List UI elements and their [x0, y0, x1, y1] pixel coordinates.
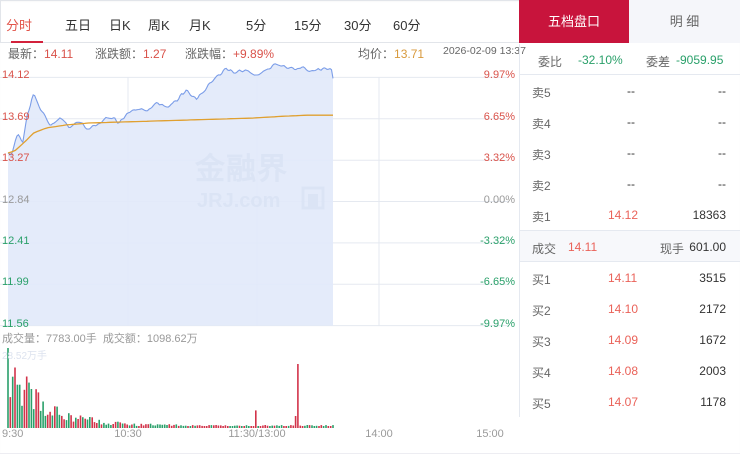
svg-text:金融界: 金融界 — [195, 152, 288, 186]
svg-text:JRJ.com: JRJ.com — [197, 190, 280, 212]
